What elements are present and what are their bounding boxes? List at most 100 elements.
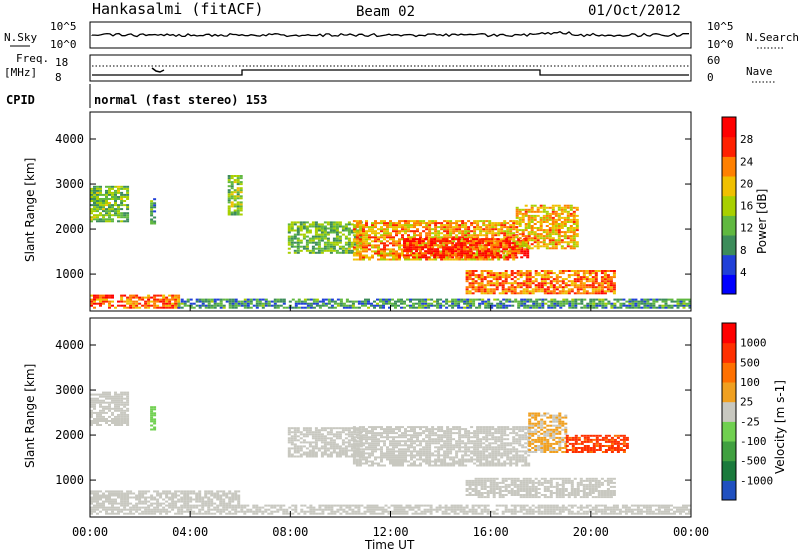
power-cell	[488, 258, 492, 261]
power-cell	[533, 245, 537, 248]
velocity-cell	[305, 451, 309, 454]
velocity-cell	[503, 454, 507, 457]
velocity-cell	[589, 449, 593, 451]
power-cell	[569, 237, 573, 240]
velocity-cell	[458, 450, 462, 453]
velocity-cell	[543, 442, 547, 445]
power-cell	[355, 230, 359, 233]
power-cell	[373, 304, 376, 307]
velocity-cell	[407, 450, 410, 453]
velocity-cell	[117, 405, 120, 408]
power-cell	[449, 258, 453, 261]
velocity-cell	[96, 397, 99, 400]
velocity-cell	[302, 445, 306, 448]
power-cell	[102, 216, 105, 219]
power-cell	[365, 234, 368, 237]
power-cell	[117, 198, 120, 200]
power-cell	[600, 290, 604, 293]
power-cell	[383, 230, 386, 233]
velocity-cell	[386, 454, 389, 457]
power-cell	[554, 229, 558, 232]
power-cell	[213, 304, 217, 307]
velocity-cell	[521, 456, 525, 459]
velocity-cell	[458, 444, 462, 447]
velocity-cell	[458, 432, 462, 435]
power-cell	[451, 244, 455, 247]
power-cell	[317, 245, 321, 248]
power-cell	[317, 229, 321, 232]
power-cell	[249, 300, 253, 303]
power-cell	[379, 298, 382, 301]
power-cell	[445, 240, 449, 243]
power-cell	[463, 298, 467, 301]
power-cell	[483, 292, 487, 295]
power-cell	[503, 236, 507, 239]
power-cell	[392, 236, 395, 239]
velocity-cell	[93, 420, 96, 422]
power-cell	[546, 270, 550, 272]
velocity-cell	[476, 446, 480, 449]
velocity-cell	[531, 434, 535, 437]
velocity-cell	[521, 430, 525, 433]
power-cell	[520, 252, 524, 255]
power-cell	[487, 302, 491, 305]
power-cell	[153, 300, 157, 303]
power-cell	[424, 246, 428, 249]
power-cell	[530, 233, 534, 236]
power-cell	[90, 196, 93, 198]
velocity-cell	[416, 450, 419, 453]
power-cell	[585, 276, 589, 279]
velocity-cell	[586, 440, 590, 443]
velocity-cell	[338, 445, 342, 448]
velocity-cell	[443, 458, 447, 461]
velocity-cell	[488, 430, 492, 433]
velocity-cell	[398, 426, 401, 429]
power-cell	[392, 224, 395, 227]
power-cell	[303, 298, 307, 301]
power-cell	[507, 276, 511, 279]
power-cell	[465, 274, 469, 277]
power-cell	[195, 300, 199, 303]
velocity-cell	[99, 399, 102, 402]
power-cell	[236, 177, 240, 180]
power-cell	[564, 270, 568, 272]
power-cell	[233, 179, 237, 182]
power-cell	[517, 240, 521, 243]
velocity-cell	[317, 431, 321, 434]
power-cell	[374, 244, 377, 247]
power-cell	[99, 214, 102, 217]
power-cell	[446, 256, 450, 259]
power-cell	[419, 236, 422, 239]
velocity-cell	[452, 428, 456, 431]
power-cell	[117, 300, 120, 303]
velocity-cell	[105, 411, 108, 414]
power-cell	[401, 234, 404, 237]
power-cell	[415, 246, 418, 249]
power-cell	[528, 280, 532, 283]
velocity-cell	[455, 428, 459, 431]
power-cell	[93, 214, 96, 217]
power-cell	[306, 298, 310, 301]
velocity-cell	[96, 424, 99, 426]
velocity-cell	[120, 422, 124, 424]
power-cell	[607, 300, 611, 303]
power-cell	[515, 210, 519, 213]
colorbar-tick-label: 28	[740, 133, 753, 146]
power-cell	[305, 229, 309, 232]
power-cell	[467, 258, 471, 261]
power-cell	[126, 302, 130, 305]
power-cell	[204, 298, 208, 301]
velocity-cell	[583, 440, 587, 443]
power-cell	[536, 227, 540, 229]
velocity-cell	[398, 458, 401, 461]
power-cell	[516, 278, 520, 281]
power-cell	[357, 302, 361, 305]
velocity-cell	[482, 436, 486, 439]
velocity-cell	[540, 420, 544, 423]
power-cell	[530, 218, 534, 221]
velocity-cell	[389, 458, 392, 461]
power-cell	[361, 304, 364, 307]
power-cell	[569, 231, 573, 234]
power-cell	[510, 282, 514, 285]
velocity-cell	[368, 446, 371, 449]
